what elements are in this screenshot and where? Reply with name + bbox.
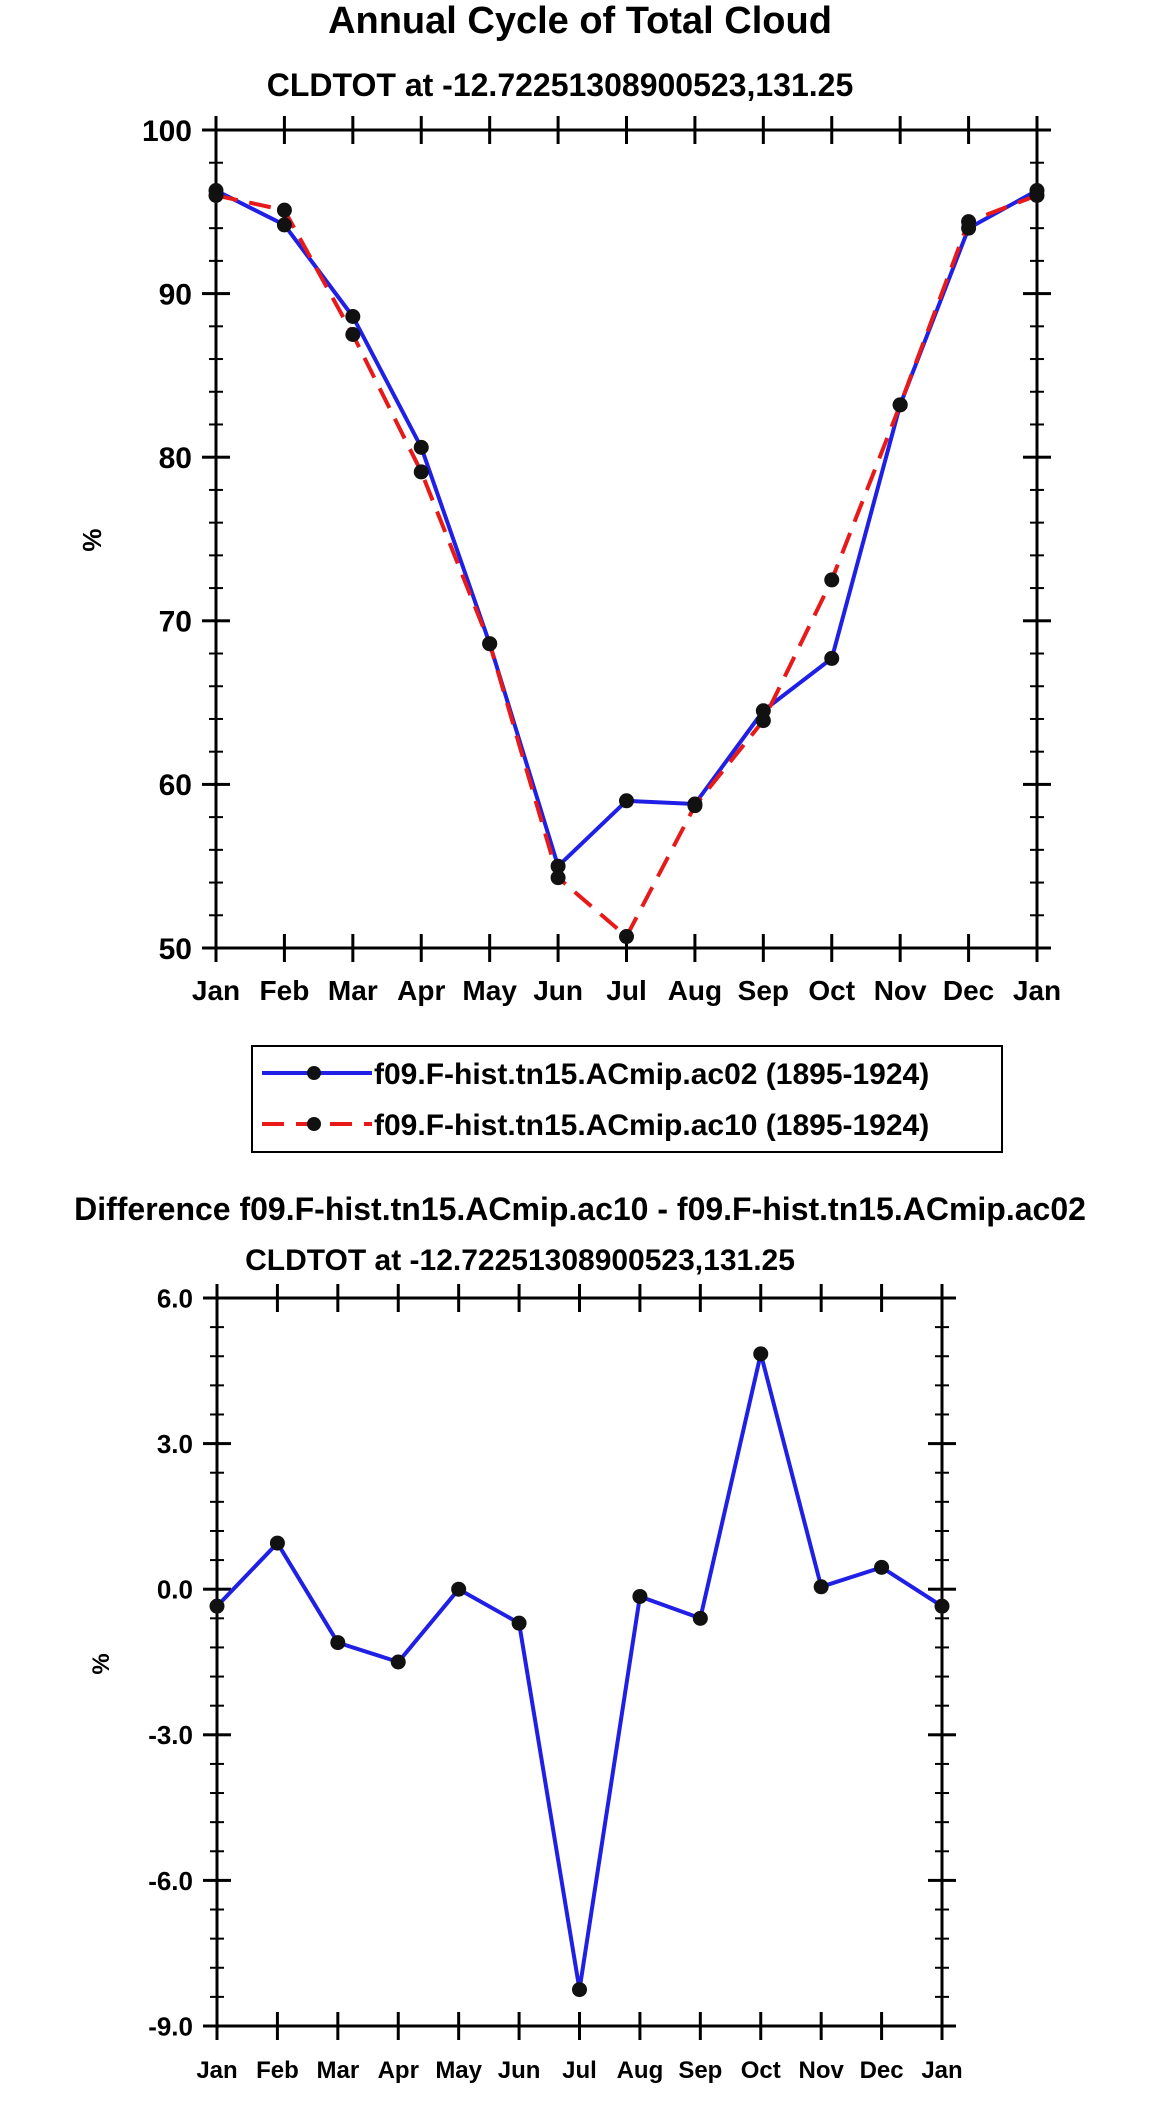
legend-label-series-1: f09.F-hist.tn15.ACmip.ac02 (1895-1924) [374, 1058, 929, 1091]
x-tick-label: Nov [798, 2057, 844, 2084]
y-tick-label: 0.0 [157, 1575, 193, 1605]
x-tick-label: Mar [316, 2057, 359, 2084]
chart2-series-1-point [753, 1346, 769, 1362]
chart2-series-1-line [215, 1351, 944, 1992]
x-tick-label: Jan [921, 2057, 962, 2084]
chart2-series-1-point [874, 1559, 890, 1575]
x-tick-label: Aug [668, 975, 722, 1006]
x-tick-label: Jan [192, 975, 240, 1006]
y-tick-label: 100 [142, 115, 192, 148]
chart1-series-1-point [276, 217, 292, 233]
x-tick-label: Sep [738, 975, 789, 1006]
chart1-subtitle: CLDTOT at -12.72251308900523,131.25 [267, 67, 853, 103]
chart2-series-1-point [330, 1635, 346, 1651]
chart1-series-1-point [550, 858, 566, 874]
chart2-title: Difference f09.F-hist.tn15.ACmip.ac10 - … [74, 1191, 1086, 1227]
x-tick-label: Mar [328, 975, 378, 1006]
chart1-series-1-point [345, 309, 361, 325]
chart1-frame [214, 128, 1039, 950]
x-tick-label: Feb [260, 975, 310, 1006]
chart1-plot: 50 60 70 80 90 100 Jan Feb Mar Apr May Jun Jul Aug Sep… [142, 115, 1061, 1006]
y-tick-label: -9.0 [148, 2011, 193, 2041]
chart2-ylabel: % [88, 1653, 115, 1674]
chart2-plot: -9.0 -6.0 -3.0 0.0 3.0 6.0 Jan Feb Mar Apr May Jun J… [148, 1283, 962, 2084]
chart1-series-2-point [824, 572, 840, 588]
chart1-ylabel: % [77, 528, 107, 551]
chart1-title: Annual Cycle of Total Cloud [328, 0, 832, 42]
y-tick-label: 60 [159, 769, 192, 802]
x-tick-label: Nov [874, 975, 927, 1006]
legend-marker-series-1 [307, 1066, 321, 1080]
x-tick-label: May [435, 2057, 482, 2084]
x-tick-label: Feb [256, 2057, 299, 2084]
chart1-series-2-point [755, 713, 771, 729]
chart1-series-2-point [276, 202, 292, 218]
y-tick-label: 90 [159, 278, 192, 311]
chart2-series-1-point [209, 1598, 225, 1614]
legend-label-series-2: f09.F-hist.tn15.ACmip.ac10 (1895-1924) [374, 1109, 929, 1142]
y-tick-label: 70 [159, 606, 192, 639]
chart1-series-2-point [413, 464, 429, 480]
chart1-series-2-point [482, 636, 498, 652]
y-tick-label: -6.0 [148, 1866, 193, 1896]
chart2-series-1-point [390, 1654, 406, 1670]
chart1-series-1-point [413, 439, 429, 455]
chart1-series-2-point [961, 214, 977, 230]
y-tick-label: 80 [159, 442, 192, 475]
chart1-series-2-point [892, 397, 908, 413]
chart2-subtitle: CLDTOT at -12.72251308900523,131.25 [245, 1244, 795, 1277]
x-tick-label: Jul [562, 2057, 597, 2084]
chart1-series-2-line [215, 193, 1038, 939]
x-tick-label: Jan [196, 2057, 237, 2084]
y-tick-label: -3.0 [148, 1720, 193, 1750]
x-tick-label: Jun [498, 2057, 541, 2084]
chart2-series-1-point [451, 1581, 467, 1597]
x-tick-label: Oct [808, 975, 855, 1006]
x-tick-label: Apr [378, 2057, 419, 2084]
x-tick-label: Apr [397, 975, 445, 1006]
chart1-series-2-point [345, 327, 361, 342]
chart1-series-1-line [215, 188, 1038, 869]
chart1-series-2-point [619, 929, 634, 945]
legend-box [251, 1045, 1003, 1153]
x-tick-label: Dec [860, 2057, 904, 2084]
chart1-series-1-point [824, 650, 840, 666]
x-tick-label: Oct [741, 2057, 781, 2084]
chart2-series-1-point [572, 1982, 587, 1998]
chart1-series-2-point [1029, 187, 1045, 203]
y-tick-label: 6.0 [157, 1283, 193, 1313]
chart1-series-2-point [687, 798, 703, 814]
x-tick-label: Dec [943, 975, 994, 1006]
chart1-series-2-point [208, 187, 224, 203]
chart2-frame [215, 1296, 944, 2028]
x-tick-label: Jun [533, 975, 583, 1006]
chart2-series-1-point [934, 1598, 950, 1614]
chart1-legend: f09.F-hist.tn15.ACmip.ac02 (1895-1924) f… [251, 1045, 1003, 1153]
chart2-series-1-point [692, 1610, 708, 1626]
chart1-series-2-point [550, 870, 566, 886]
x-tick-label: Aug [617, 2057, 664, 2084]
x-tick-label: May [462, 975, 517, 1006]
chart2-series-1-point [269, 1535, 285, 1551]
y-tick-label: 3.0 [157, 1429, 193, 1459]
x-tick-label: Sep [678, 2057, 722, 2084]
y-tick-label: 50 [159, 933, 192, 966]
x-tick-label: Jan [1013, 975, 1061, 1006]
chart2-series-1-point [511, 1615, 527, 1631]
x-tick-label: Jul [606, 975, 646, 1006]
legend-marker-series-2 [307, 1117, 321, 1131]
chart2-series-1-point [632, 1588, 648, 1604]
chart2-series-1-point [813, 1579, 829, 1595]
chart1-series-1-point [619, 793, 634, 809]
